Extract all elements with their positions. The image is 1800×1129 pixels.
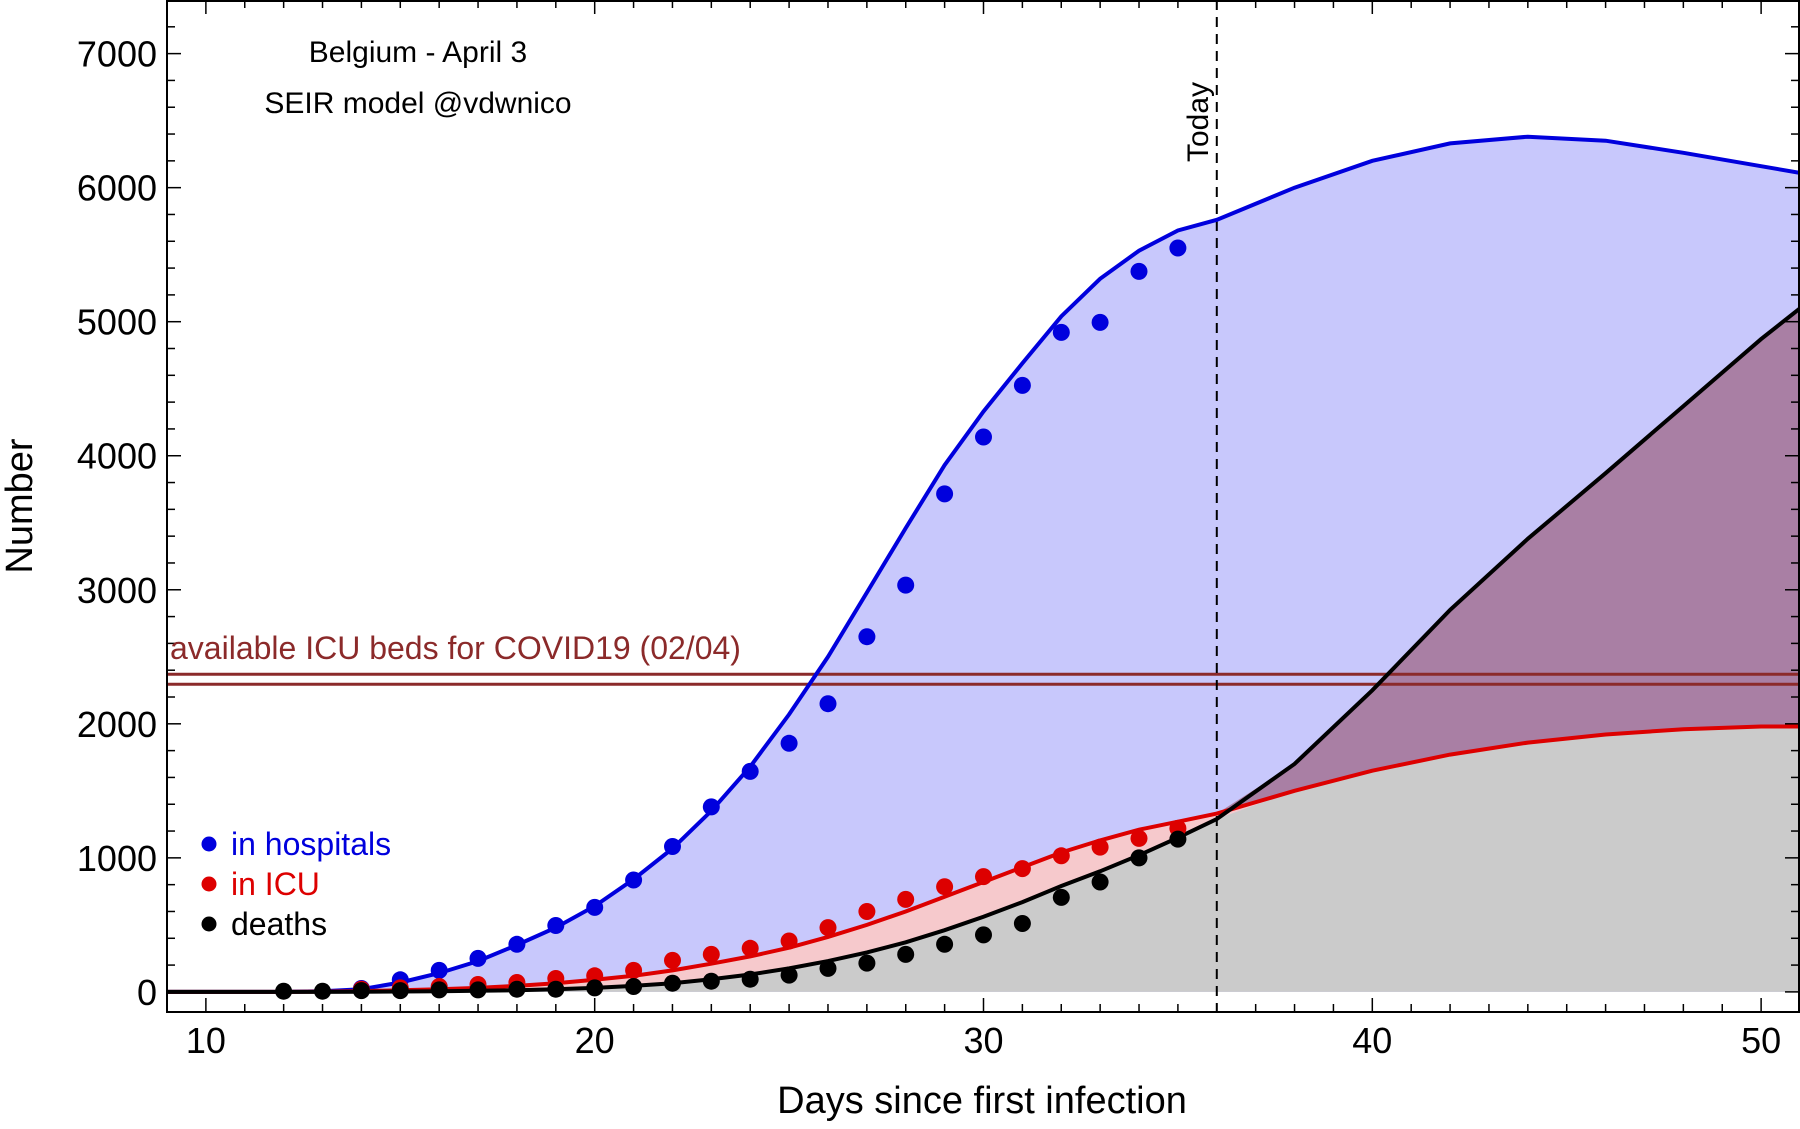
deaths-area (167, 726, 1800, 992)
deaths-data-point (469, 981, 487, 999)
hospitals-data-point (1091, 313, 1109, 331)
icu-data-point (1052, 847, 1070, 865)
hospitals-data-point (975, 428, 992, 446)
y-tick-label: 4000 (77, 436, 157, 477)
icu-data-point (741, 939, 759, 957)
x-tick-label: 10 (186, 1020, 226, 1061)
chart-title: Belgium - April 3 (309, 36, 527, 69)
deaths-data-point (314, 982, 331, 1000)
deaths-over-icu-area (167, 308, 1800, 992)
deaths-data-point (1091, 873, 1109, 891)
today-label: Today (1182, 82, 1215, 162)
legend-label-deaths: deaths (231, 906, 327, 942)
hospitals-data-point (702, 798, 720, 816)
deaths-data-point (1130, 849, 1148, 867)
deaths-data-point (430, 981, 448, 999)
deaths-data-point (664, 974, 681, 992)
legend-marker-hospitals (201, 836, 217, 852)
deaths-data-point (975, 926, 992, 944)
deaths-data-point (625, 978, 643, 995)
deaths-data-point (702, 972, 720, 990)
icu-data-point (1013, 860, 1031, 878)
deaths-model-curve (167, 306, 1800, 994)
y-tick-label: 5000 (77, 302, 157, 343)
y-tick-label: 3000 (77, 570, 157, 611)
icu-data-point (858, 903, 876, 920)
deaths-data-point (858, 954, 876, 972)
icu-data-point (1091, 838, 1109, 856)
hospitals-data-point (508, 935, 526, 953)
hospitals-data-point (586, 898, 604, 916)
icu-data-point (819, 919, 837, 937)
deaths-data-point (508, 980, 526, 998)
hospitals-data-point (547, 917, 565, 934)
hospitals-data-point (430, 961, 448, 979)
hospitals-data-point (819, 695, 837, 713)
deaths-data-point (936, 935, 954, 953)
hospitals-data-point (858, 628, 876, 646)
y-tick-label: 0 (137, 972, 157, 1013)
deaths-data-point (741, 970, 759, 988)
legend: in hospitals in ICU deaths (201, 826, 391, 942)
hospitals-data-point (664, 838, 681, 855)
legend-label-hospitals: in hospitals (231, 826, 391, 862)
deaths-data-point (586, 979, 604, 997)
icu-data-point (897, 890, 915, 908)
icu-data-point (625, 961, 643, 979)
icu-data-point (702, 945, 720, 963)
hospitals-data-point (469, 949, 487, 967)
icu-data-point (975, 868, 992, 886)
icu-capacity-label: available ICU beds for COVID19 (02/04) (170, 630, 741, 666)
hospitals-data-point (780, 734, 798, 752)
icu-data-point (586, 967, 604, 985)
y-tick-label: 6000 (77, 168, 157, 209)
hospitals-data-point (1130, 262, 1148, 280)
hospitals-data-point (625, 871, 643, 889)
hospitals-data-point (741, 762, 759, 780)
hospitals-data-point (897, 576, 915, 594)
deaths-data-point (819, 959, 837, 977)
deaths-data-point (1052, 888, 1070, 906)
hospitals-data-point (1052, 323, 1070, 341)
legend-marker-deaths (201, 916, 217, 932)
hospitals-data-point (1013, 376, 1031, 394)
hospitals-model-curve (167, 134, 1800, 994)
hospitals-data-point (936, 485, 954, 503)
deaths-data-point (1013, 915, 1031, 932)
deaths-data-point (547, 980, 565, 998)
deaths-data-point (352, 982, 370, 1000)
deaths-data-point (780, 966, 798, 984)
icu-data-point (664, 951, 681, 969)
icu-model-curve (167, 724, 1800, 994)
x-tick-label: 50 (1741, 1020, 1781, 1061)
y-axis-label: Number (0, 438, 41, 573)
y-tick-label: 7000 (77, 34, 157, 75)
y-tick-label: 1000 (77, 838, 157, 879)
x-axis-label: Days since first infection (777, 1080, 1187, 1122)
icu-data-point (780, 932, 798, 950)
x-tick-label: 40 (1352, 1020, 1392, 1061)
icu-data-point (936, 878, 954, 896)
icu-data-point (1130, 829, 1148, 847)
deaths-data-point (1169, 830, 1187, 848)
x-tick-label: 30 (963, 1020, 1003, 1061)
deaths-data-point (897, 945, 915, 963)
deaths-data-point (275, 982, 293, 1000)
chart-subtitle: SEIR model @vdwnico (264, 87, 571, 120)
legend-label-icu: in ICU (231, 866, 320, 902)
y-tick-label: 2000 (77, 704, 157, 745)
hospitals-data-point (1169, 239, 1187, 257)
x-tick-label: 20 (575, 1020, 615, 1061)
legend-marker-icu (201, 876, 217, 892)
deaths-data-point (391, 982, 409, 1000)
